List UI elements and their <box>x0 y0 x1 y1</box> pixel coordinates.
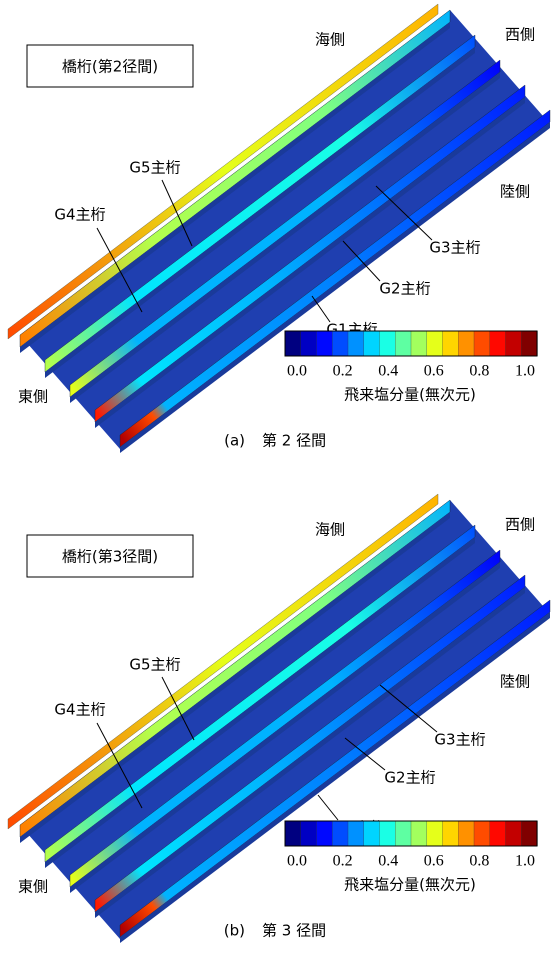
colorbar-cell <box>348 331 364 356</box>
colorbar-cell <box>506 331 522 356</box>
colorbar-cell <box>285 821 301 846</box>
colorbar-cell <box>458 331 474 356</box>
colorbar-tick: 0.2 <box>333 363 353 380</box>
colorbar-cell <box>395 331 411 356</box>
colorbar-cell <box>490 331 506 356</box>
colorbar-tick: 0.6 <box>424 853 444 870</box>
colorbar-tick: 0.4 <box>378 363 398 380</box>
direction-label: 陸側 <box>500 673 530 691</box>
leader-line <box>318 795 338 820</box>
direction-label: 海側 <box>315 521 345 539</box>
colorbar-tick: 0.8 <box>469 363 489 380</box>
colorbar-title: 飛来塩分量(無次元) <box>344 386 476 404</box>
colorbar-cell <box>285 331 301 356</box>
colorbar-cell <box>443 821 459 846</box>
girder-label: G4主桁 <box>54 206 105 224</box>
colorbar-cell <box>427 331 443 356</box>
colorbar-cell <box>395 821 411 846</box>
colorbar-cell <box>380 821 396 846</box>
colorbar-tick: 1.0 <box>515 363 535 380</box>
colorbar-cell <box>332 331 348 356</box>
direction-label: 西側 <box>505 26 535 44</box>
direction-label: 海側 <box>315 31 345 49</box>
colorbar-tick: 0.8 <box>469 853 489 870</box>
colorbar-cell <box>521 821 537 846</box>
girder-label: G5主桁 <box>129 159 180 177</box>
colorbar-cell <box>364 821 380 846</box>
label-box-text: 橋桁(第3径間) <box>62 548 158 566</box>
colorbar-cell <box>427 821 443 846</box>
girder-label: G3主桁 <box>434 731 485 749</box>
direction-label: 東側 <box>18 388 48 406</box>
caption-text: 第 3 径間 <box>262 922 326 940</box>
colorbar-tick: 0.4 <box>378 853 398 870</box>
caption-text: 第 2 径間 <box>262 432 326 450</box>
colorbar-cell <box>380 331 396 356</box>
colorbar-cell <box>317 821 333 846</box>
colorbar-cell <box>364 331 380 356</box>
colorbar-cell <box>490 821 506 846</box>
girder-label: G2主桁 <box>379 280 430 298</box>
colorbar-cell <box>521 331 537 356</box>
girder-label: G5主桁 <box>129 656 180 674</box>
girder-label: G3主桁 <box>429 239 480 257</box>
figure: 橋桁(第2径間)海側西側陸側東側G1主桁G2主桁G3主桁G4主桁G5主桁0.00… <box>0 0 560 974</box>
colorbar-tick: 0.2 <box>333 853 353 870</box>
colorbar-tick: 0.6 <box>424 363 444 380</box>
colorbar-cell <box>332 821 348 846</box>
colorbar-cell <box>474 331 490 356</box>
caption-tag: (a) <box>224 432 245 450</box>
colorbar-cell <box>411 821 427 846</box>
colorbar-cell <box>317 331 333 356</box>
colorbar-cell <box>301 331 317 356</box>
colorbar-cell <box>348 821 364 846</box>
colorbar-cell <box>411 331 427 356</box>
colorbar-cell <box>443 331 459 356</box>
girder-label: G4主桁 <box>54 701 105 719</box>
girder-label: G2主桁 <box>384 769 435 787</box>
colorbar-tick: 1.0 <box>515 853 535 870</box>
direction-label: 西側 <box>505 516 535 534</box>
colorbar-title: 飛来塩分量(無次元) <box>344 876 476 894</box>
label-box-text: 橋桁(第2径間) <box>62 58 158 76</box>
colorbar-cell <box>474 821 490 846</box>
colorbar-tick: 0.0 <box>287 853 307 870</box>
caption-tag: (b) <box>224 922 245 940</box>
direction-label: 東側 <box>18 878 48 896</box>
colorbar-tick: 0.0 <box>287 363 307 380</box>
colorbar-cell <box>301 821 317 846</box>
colorbar-cell <box>506 821 522 846</box>
direction-label: 陸側 <box>500 183 530 201</box>
colorbar-cell <box>458 821 474 846</box>
